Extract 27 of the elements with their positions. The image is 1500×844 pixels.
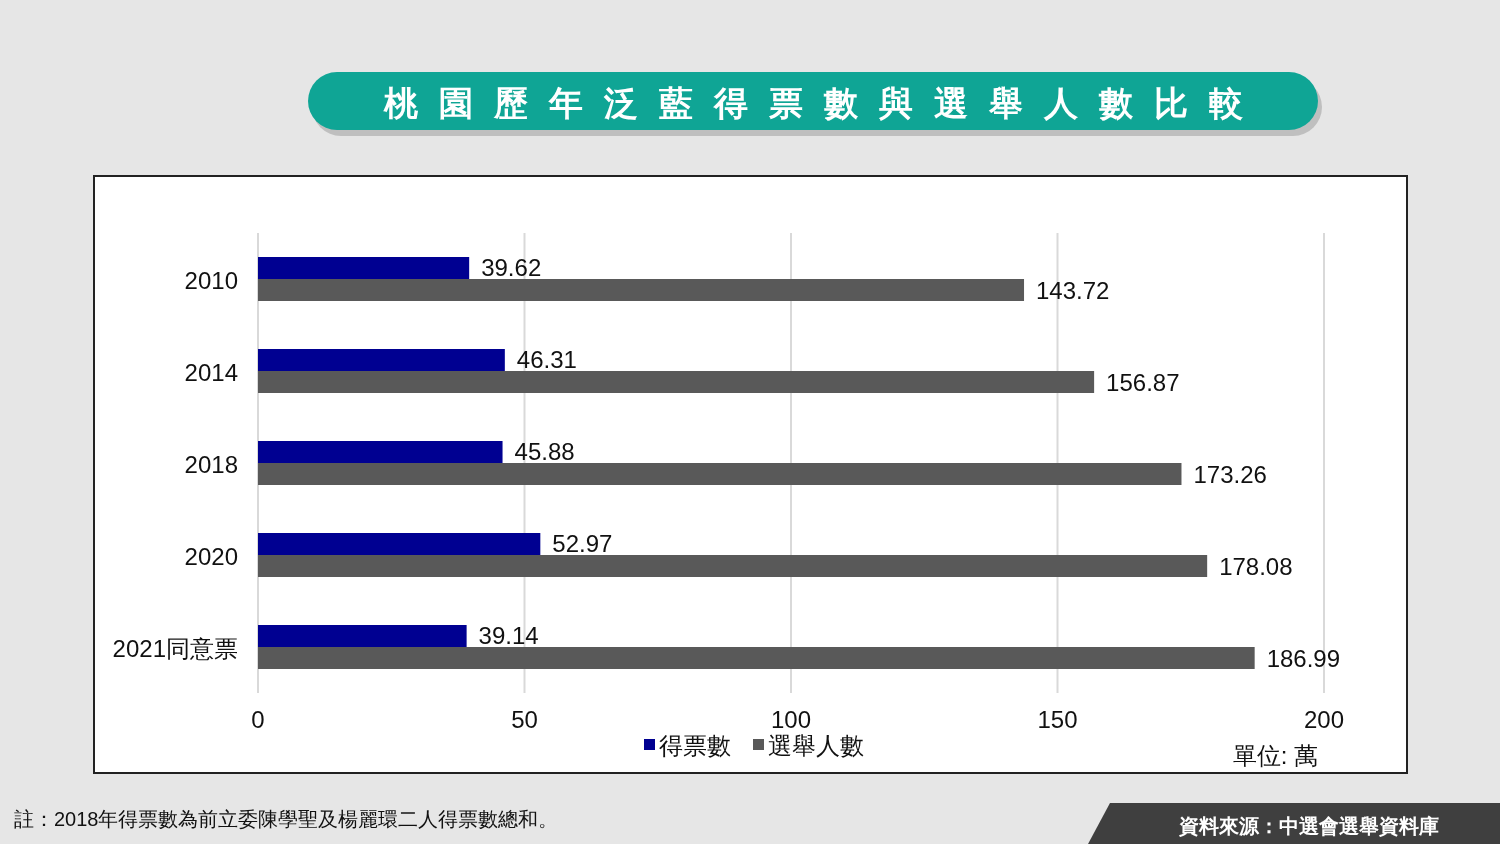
data-label: 143.72 (1036, 276, 1110, 304)
category-label: 2014 (184, 358, 238, 386)
legend-label: 選舉人數 (768, 731, 864, 759)
annotation: 資料來源：中選會選舉資料庫 (1179, 815, 1439, 837)
tick-label: 150 (1037, 705, 1078, 733)
data-label: 39.62 (481, 253, 542, 281)
data-label: 45.88 (514, 437, 575, 465)
category-label: 2020 (184, 542, 238, 570)
category-label: 2021同意票 (112, 634, 238, 662)
category-label: 2018 (184, 450, 238, 478)
data-label: 156.87 (1106, 368, 1180, 396)
tick-label: 100 (771, 705, 811, 733)
legend-label: 得票數 (659, 731, 731, 759)
tick-label: 0 (251, 705, 265, 733)
data-label: 52.97 (552, 529, 613, 557)
category-label: 2010 (184, 266, 238, 294)
data-label: 46.31 (516, 345, 577, 373)
data-label: 178.08 (1219, 552, 1293, 580)
tick-label: 200 (1304, 705, 1344, 733)
annotation: 單位: 萬 (1232, 741, 1318, 769)
tick-label: 50 (511, 705, 538, 733)
data-label: 186.99 (1266, 644, 1341, 672)
data-label: 173.26 (1193, 460, 1267, 488)
chart-title: 桃園歷年泛藍得票數與選舉人數比較 (382, 84, 1264, 122)
title: 桃園歷年泛藍得票數與選舉人數比較 (308, 72, 1322, 136)
data-label: 39.14 (478, 621, 539, 649)
annotation: 註：2018年得票數為前立委陳學聖及楊麗環二人得票數總和。 (14, 808, 559, 830)
